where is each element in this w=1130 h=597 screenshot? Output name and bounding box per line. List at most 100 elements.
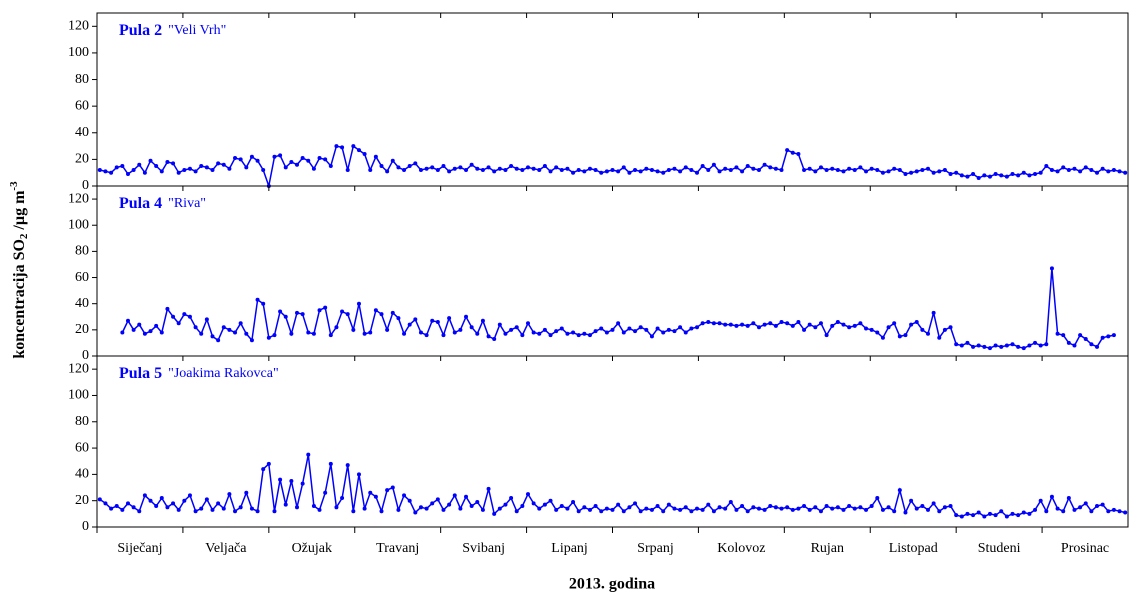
data-point — [418, 168, 423, 173]
data-point — [796, 320, 801, 324]
data-point — [886, 505, 891, 510]
station-name: "Veli Vrh" — [168, 23, 226, 38]
data-point — [711, 162, 716, 167]
data-point — [678, 325, 683, 330]
data-point — [706, 168, 711, 173]
data-point — [621, 165, 626, 170]
data-point — [1038, 170, 1043, 175]
data-point — [683, 330, 688, 335]
data-point — [728, 500, 733, 505]
data-point — [807, 507, 812, 512]
data-point — [610, 507, 615, 512]
data-point — [193, 169, 198, 174]
y-label-main: koncentracija SO — [11, 239, 28, 359]
data-point — [1095, 344, 1100, 349]
y-tick-label: 80 — [75, 414, 89, 429]
data-point — [379, 312, 384, 317]
data-point — [959, 514, 964, 519]
data-point — [1123, 170, 1128, 175]
data-point — [768, 165, 773, 170]
data-point — [531, 330, 536, 335]
data-point — [261, 168, 266, 173]
data-point — [711, 321, 716, 326]
data-point — [999, 344, 1004, 349]
data-point — [233, 509, 238, 514]
station-name: "Joakima Rakovca" — [168, 366, 279, 381]
data-point — [193, 325, 198, 330]
data-point — [295, 310, 300, 315]
data-point — [407, 322, 412, 327]
data-point — [216, 161, 221, 166]
data-point — [976, 343, 981, 348]
data-point — [464, 314, 469, 319]
data-point — [418, 330, 423, 335]
data-point — [475, 331, 480, 336]
x-tick-label: Listopad — [889, 541, 938, 556]
data-point — [886, 325, 891, 330]
data-point — [649, 168, 654, 173]
data-point — [368, 330, 373, 335]
data-point — [345, 168, 350, 173]
data-point — [187, 493, 192, 498]
data-point — [768, 321, 773, 326]
data-point — [683, 165, 688, 170]
x-tick-label: Kolovoz — [717, 541, 765, 556]
data-point — [655, 503, 660, 508]
data-point — [109, 170, 114, 175]
data-point — [700, 321, 705, 326]
data-point — [942, 327, 947, 332]
data-point — [1089, 342, 1094, 347]
data-point — [773, 323, 778, 328]
data-point — [266, 335, 271, 340]
data-point — [875, 168, 880, 173]
data-point — [1072, 507, 1077, 512]
data-point — [965, 340, 970, 345]
data-point — [497, 506, 502, 511]
data-point — [880, 335, 885, 340]
data-point — [435, 497, 440, 502]
y-tick-label: 80 — [75, 244, 89, 259]
data-point — [514, 325, 519, 330]
data-point — [142, 493, 147, 498]
series-line — [121, 268, 1115, 349]
data-point — [948, 503, 953, 508]
data-point — [571, 170, 576, 175]
y-tick-label: 60 — [75, 440, 89, 455]
data-point — [954, 170, 959, 175]
data-point — [711, 509, 716, 514]
data-point — [633, 168, 638, 173]
data-point — [210, 334, 215, 339]
y-tick-label: 20 — [75, 322, 89, 337]
data-point — [238, 157, 243, 162]
data-point — [390, 485, 395, 490]
data-point — [1078, 505, 1083, 510]
data-point — [802, 168, 807, 173]
data-point — [187, 166, 192, 171]
data-point — [278, 477, 283, 482]
data-point — [559, 326, 564, 331]
data-point — [509, 496, 514, 501]
data-point — [864, 326, 869, 331]
data-point — [756, 168, 761, 173]
data-point — [993, 172, 998, 177]
data-point — [909, 170, 914, 175]
data-point — [880, 170, 885, 175]
data-point — [430, 501, 435, 506]
data-point — [334, 144, 339, 149]
data-point — [802, 503, 807, 508]
data-point — [920, 168, 925, 173]
data-point — [486, 165, 491, 170]
data-point — [272, 509, 277, 514]
data-point — [402, 168, 407, 173]
data-point — [402, 331, 407, 336]
data-point — [779, 506, 784, 511]
data-point — [1016, 173, 1021, 178]
data-point — [137, 322, 142, 327]
data-point — [802, 327, 807, 332]
data-point — [1083, 501, 1088, 506]
data-point — [633, 329, 638, 334]
data-point — [559, 503, 564, 508]
data-point — [610, 168, 615, 173]
data-point — [920, 327, 925, 332]
